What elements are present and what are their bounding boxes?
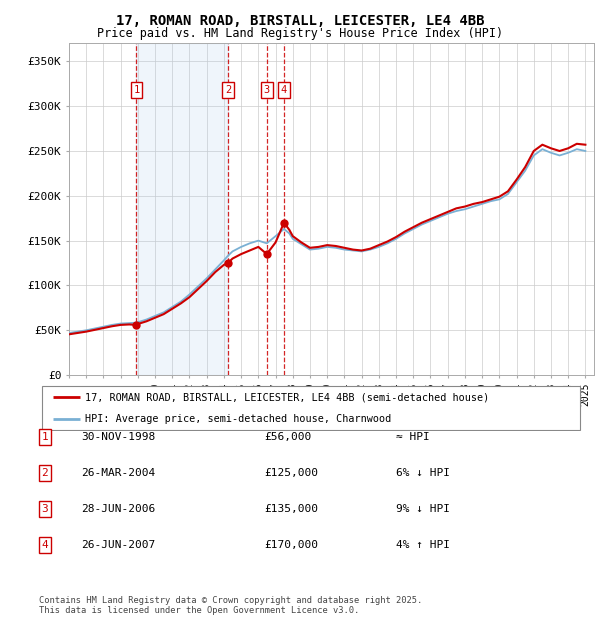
Bar — [136, 43, 228, 375]
Text: 1: 1 — [133, 85, 140, 95]
Text: 26-JUN-2007: 26-JUN-2007 — [81, 540, 155, 550]
FancyBboxPatch shape — [42, 386, 580, 430]
Text: 1: 1 — [41, 432, 49, 442]
Text: Contains HM Land Registry data © Crown copyright and database right 2025.
This d: Contains HM Land Registry data © Crown c… — [39, 596, 422, 615]
Text: 26-MAR-2004: 26-MAR-2004 — [81, 468, 155, 478]
Text: 3: 3 — [263, 85, 270, 95]
Text: £56,000: £56,000 — [264, 432, 311, 442]
Text: 2: 2 — [41, 468, 49, 478]
Text: 17, ROMAN ROAD, BIRSTALL, LEICESTER, LE4 4BB: 17, ROMAN ROAD, BIRSTALL, LEICESTER, LE4… — [116, 14, 484, 28]
Text: HPI: Average price, semi-detached house, Charnwood: HPI: Average price, semi-detached house,… — [85, 414, 392, 424]
Text: 4: 4 — [41, 540, 49, 550]
Text: 3: 3 — [41, 504, 49, 514]
Text: ≈ HPI: ≈ HPI — [396, 432, 430, 442]
Text: 28-JUN-2006: 28-JUN-2006 — [81, 504, 155, 514]
Text: 2: 2 — [225, 85, 231, 95]
Text: 4: 4 — [281, 85, 287, 95]
Text: Price paid vs. HM Land Registry's House Price Index (HPI): Price paid vs. HM Land Registry's House … — [97, 27, 503, 40]
Text: 6% ↓ HPI: 6% ↓ HPI — [396, 468, 450, 478]
Text: 17, ROMAN ROAD, BIRSTALL, LEICESTER, LE4 4BB (semi-detached house): 17, ROMAN ROAD, BIRSTALL, LEICESTER, LE4… — [85, 392, 490, 402]
Text: £170,000: £170,000 — [264, 540, 318, 550]
Text: 4% ↑ HPI: 4% ↑ HPI — [396, 540, 450, 550]
Text: £125,000: £125,000 — [264, 468, 318, 478]
Text: 30-NOV-1998: 30-NOV-1998 — [81, 432, 155, 442]
Text: 9% ↓ HPI: 9% ↓ HPI — [396, 504, 450, 514]
Text: £135,000: £135,000 — [264, 504, 318, 514]
